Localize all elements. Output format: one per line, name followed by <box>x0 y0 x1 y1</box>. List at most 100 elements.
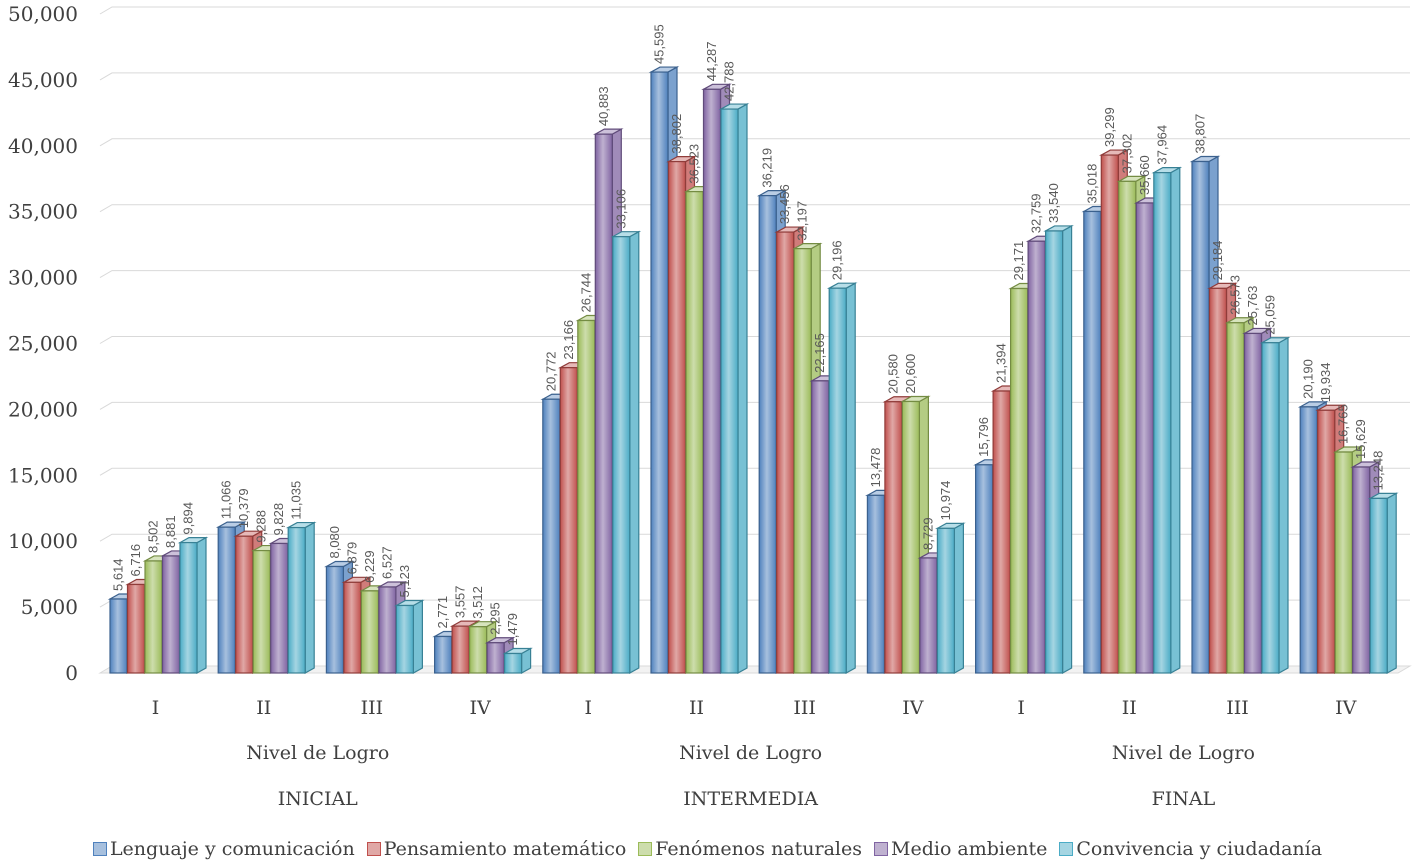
x-group-label: FINAL <box>1152 788 1216 810</box>
data-label: 9,288 <box>254 510 269 543</box>
bar <box>1043 224 1074 675</box>
legend-item: Fenómenos naturales <box>638 838 862 860</box>
data-label: 11,035 <box>289 481 304 520</box>
legend-swatch <box>1059 842 1074 856</box>
gridline <box>99 270 1410 279</box>
bar <box>285 521 317 675</box>
data-label: 13,248 <box>1371 451 1386 491</box>
bars <box>107 66 1399 675</box>
data-label: 8,502 <box>146 520 161 553</box>
y-tick-label: 45,000 <box>8 68 78 92</box>
gridline <box>99 138 1410 147</box>
data-label: 22,165 <box>812 333 827 373</box>
data-label: 32,197 <box>795 201 810 241</box>
data-label: 6,879 <box>344 542 359 575</box>
data-label: 8,729 <box>920 517 935 550</box>
legend-label: Pensamiento matemático <box>383 838 627 860</box>
data-label: 25,059 <box>1263 295 1278 335</box>
data-label: 26,744 <box>578 273 593 313</box>
data-label: 32,759 <box>1029 193 1044 233</box>
data-label: 37,302 <box>1119 134 1134 174</box>
legend-label: Lenguaje y comunicación <box>109 838 355 860</box>
data-label: 29,184 <box>1210 241 1225 281</box>
data-label: 8,080 <box>327 526 342 559</box>
y-tick-label: 20,000 <box>8 397 78 421</box>
data-label: 10,379 <box>236 488 251 528</box>
data-label: 13,478 <box>868 448 883 488</box>
x-category-label: II <box>256 697 271 719</box>
bar <box>502 647 533 675</box>
x-category-label: III <box>361 697 384 719</box>
y-tick-label: 5,000 <box>21 595 78 619</box>
data-label: 25,763 <box>1245 286 1260 326</box>
data-label: 19,934 <box>1318 363 1333 403</box>
legend-label: Fenómenos naturales <box>655 838 862 860</box>
data-label: 15,629 <box>1353 419 1368 459</box>
gridline <box>99 336 1410 344</box>
data-label: 3,512 <box>470 586 485 619</box>
x-category-label: III <box>793 697 816 719</box>
y-tick-label: 0 <box>65 661 78 685</box>
y-tick-label: 15,000 <box>8 463 78 487</box>
gridline <box>99 72 1410 81</box>
data-label: 38,807 <box>1193 114 1208 154</box>
legend-label: Convivencia y ciudadanía <box>1076 838 1323 860</box>
x-group-label: INTERMEDIA <box>683 788 818 810</box>
legend-item: Pensamiento matemático <box>366 838 627 860</box>
data-label: 9,894 <box>181 502 196 535</box>
legend-swatch <box>638 842 653 856</box>
bar <box>394 599 425 675</box>
data-label: 39,299 <box>1102 107 1117 147</box>
x-category-label: I <box>152 697 160 719</box>
data-label: 37,964 <box>1154 125 1169 165</box>
bar <box>610 230 642 675</box>
x-category-label: I <box>585 697 593 719</box>
data-label: 2,771 <box>435 596 450 629</box>
bar <box>826 282 858 675</box>
legend-swatch <box>366 842 381 856</box>
legend-swatch <box>92 842 107 856</box>
data-label: 16,765 <box>1336 404 1351 444</box>
data-label: 40,883 <box>596 86 611 126</box>
gridline <box>99 401 1410 410</box>
data-label: 6,716 <box>128 544 143 577</box>
data-label: 45,595 <box>652 24 667 64</box>
x-category-label: IV <box>1335 697 1357 719</box>
bar <box>718 103 750 675</box>
x-category-label: II <box>689 697 704 719</box>
data-label: 29,196 <box>830 240 845 280</box>
x-category-label: IV <box>469 697 491 719</box>
data-label: 42,788 <box>722 61 737 101</box>
data-label: 23,166 <box>561 320 576 360</box>
data-label: 33,540 <box>1046 183 1061 223</box>
gridline <box>99 204 1410 213</box>
x-group-label: INICIAL <box>278 788 358 810</box>
legend-item: Lenguaje y comunicación <box>92 838 355 860</box>
data-label: 36,219 <box>760 148 775 188</box>
legend: Lenguaje y comunicación Pensamiento matem… <box>0 838 1415 860</box>
bar <box>1367 492 1399 675</box>
data-label: 5,614 <box>111 558 126 591</box>
data-label: 26,573 <box>1228 275 1243 315</box>
x-category-label: IV <box>902 697 924 719</box>
data-label: 44,287 <box>704 42 719 82</box>
data-label: 36,523 <box>687 144 702 184</box>
y-tick-label: 50,000 <box>8 2 78 26</box>
bar <box>935 522 966 675</box>
x-category-label: III <box>1226 697 1249 719</box>
bar <box>1259 336 1291 675</box>
data-label: 6,527 <box>379 546 394 579</box>
y-tick-label: 25,000 <box>8 332 78 356</box>
data-label: 29,171 <box>1011 241 1026 281</box>
legend-swatch <box>874 842 888 856</box>
data-label: 21,394 <box>994 343 1009 383</box>
bar <box>177 536 209 675</box>
x-subgroup-label: Nivel de Logro <box>246 742 389 764</box>
x-subgroup-label: Nivel de Logro <box>679 742 822 764</box>
data-label: 5,123 <box>397 565 412 598</box>
data-label: 20,600 <box>903 354 918 394</box>
data-label: 33,456 <box>777 184 792 224</box>
